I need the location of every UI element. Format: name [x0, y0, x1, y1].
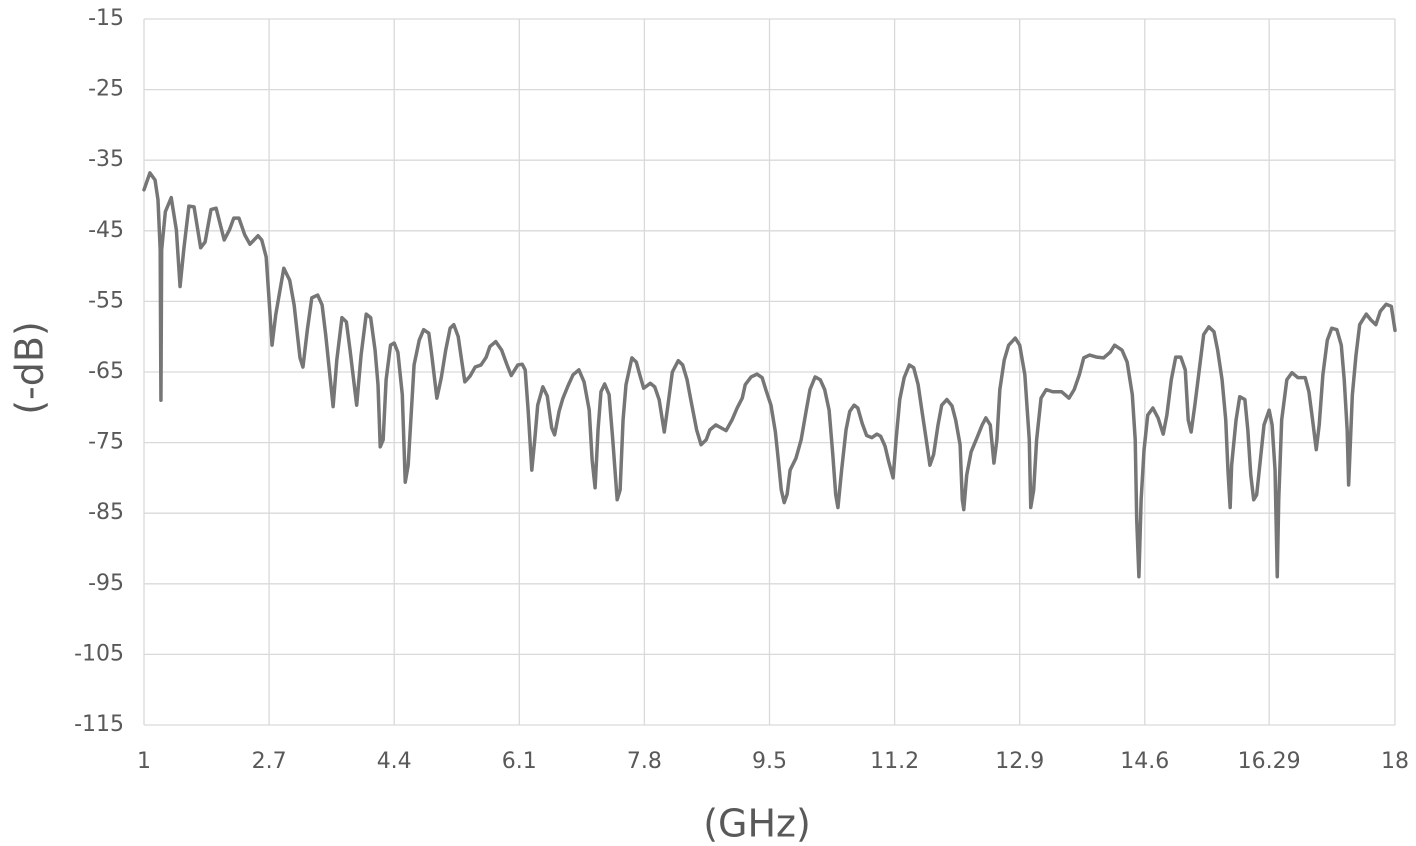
x-tick-label: 2.7 [252, 749, 287, 774]
x-tick-label: 16.29 [1238, 749, 1301, 774]
y-tick-label: -25 [88, 77, 124, 102]
y-tick-label: -85 [88, 500, 124, 525]
x-tick-label: 7.8 [627, 749, 662, 774]
x-tick-label: 1 [137, 749, 151, 774]
x-tick-label: 6.1 [502, 749, 537, 774]
data-line [142, 171, 1397, 579]
grid [143, 18, 1396, 726]
x-tick-label: 18 [1381, 749, 1409, 774]
plot-area [142, 171, 1397, 579]
x-tick-label: 9.5 [752, 749, 787, 774]
x-axis-title: (GHz) [703, 802, 811, 846]
x-tick-label: 4.4 [377, 749, 412, 774]
y-tick-label: -55 [88, 288, 124, 313]
y-tick-label: -35 [88, 147, 124, 172]
y-axis-title: (-dB) [8, 321, 52, 415]
y-tick-label: -95 [88, 571, 124, 596]
y-tick-label: -65 [88, 359, 124, 384]
tick-labels: -15 -25 -35 -45 -55 -65 -75 -85 -95 -105 -115 1 2.7 4… [74, 6, 1409, 774]
x-tick-label: 11.2 [870, 749, 919, 774]
x-tick-label: 14.6 [1120, 749, 1169, 774]
y-tick-label: -115 [74, 712, 124, 737]
y-tick-label: -45 [88, 218, 124, 243]
y-tick-label: -15 [88, 6, 124, 31]
y-tick-label: -105 [74, 641, 124, 666]
x-tick-label: 12.9 [995, 749, 1044, 774]
y-tick-label: -75 [88, 430, 124, 455]
